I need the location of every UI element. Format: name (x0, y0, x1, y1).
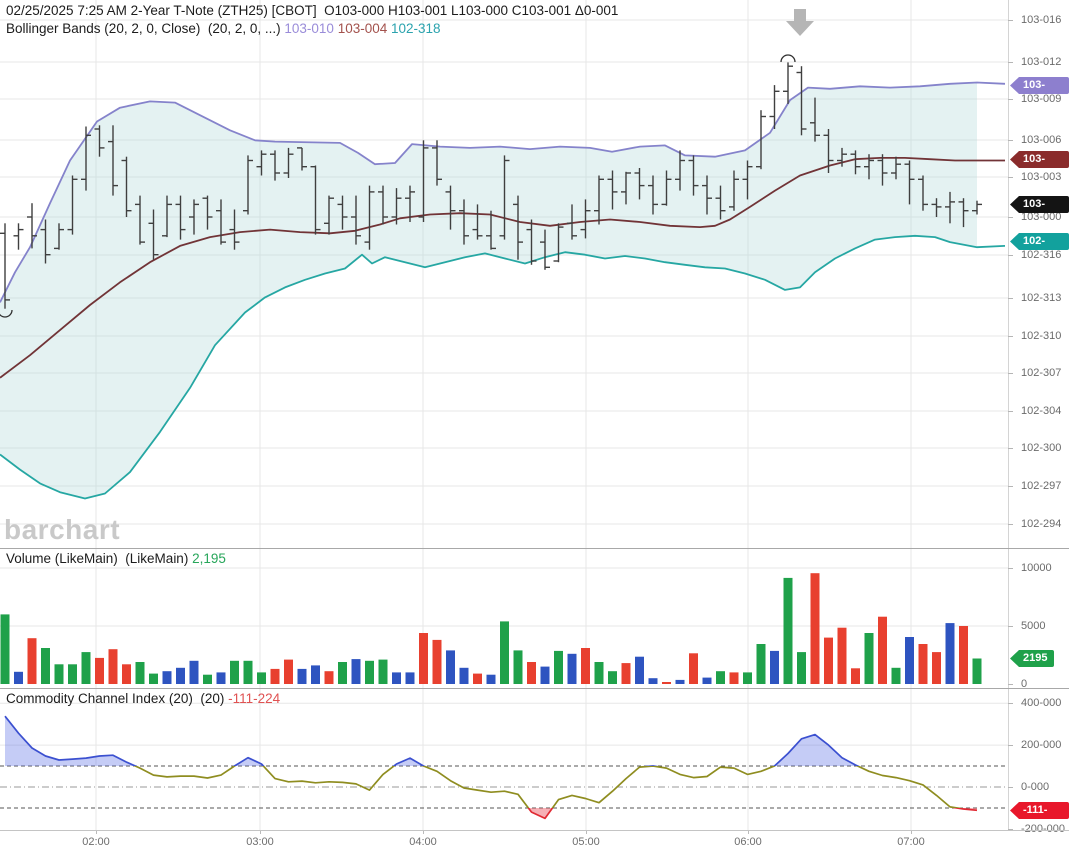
cci-oversold-fill (5, 807, 977, 819)
bollinger-lower-value: 102-318 (391, 21, 441, 36)
volume-value: 2,195 (192, 551, 226, 566)
volume-badge: 2195 (1010, 650, 1055, 667)
cci-label: Commodity Channel Index (20) (20) (6, 691, 229, 706)
bollinger-band-fill (0, 82, 977, 499)
volume-bars (0, 573, 982, 684)
main-price-panel[interactable] (0, 0, 1008, 549)
time-axis-label: 07:00 (897, 836, 925, 848)
volume-header: Volume (LikeMain) (LikeMain) 2,195 (6, 551, 226, 566)
chart-title-ohlc: 02/25/2025 7:25 AM 2-Year T-Note (ZTH25)… (6, 3, 619, 18)
time-axis-tick (423, 830, 424, 834)
axis-tick (1008, 411, 1013, 412)
time-axis-tick (96, 830, 97, 834)
time-axis-label: 03:00 (246, 836, 274, 848)
cci-overbought-fill (5, 716, 977, 767)
cci-axis-label: -200-000 (1021, 823, 1066, 835)
cci-axis-label: 0-000 (1021, 781, 1050, 793)
cci-axis-label: 400-000 (1021, 697, 1062, 709)
price-axis-label: 103-016 (1021, 14, 1062, 26)
bollinger-middle-line (0, 157, 1005, 379)
time-axis-tick (260, 830, 261, 834)
bollinger-lower-line (0, 234, 1006, 500)
axis-tick (1008, 787, 1013, 788)
volume-panel[interactable] (0, 549, 1008, 688)
time-axis-border (0, 830, 1069, 831)
axis-tick (1008, 217, 1013, 218)
price-axis-label: 102-297 (1021, 480, 1062, 492)
price-axis-label: 103-012 (1021, 56, 1062, 68)
panel-divider-volume (0, 548, 1069, 549)
axis-tick (1008, 829, 1013, 830)
bollinger-upper-value: 103-010 (284, 21, 334, 36)
price-axis-label: 102-300 (1021, 442, 1062, 454)
bollinger-middle-value: 103-004 (337, 21, 388, 36)
axis-tick (1008, 99, 1013, 100)
time-axis-tick (748, 830, 749, 834)
axis-tick (1008, 486, 1013, 487)
bollinger-upper-line (0, 81, 1006, 303)
price-axis-label: 103-009 (1021, 93, 1062, 105)
cci-gridlines (0, 688, 1008, 830)
cci-line (133, 766, 963, 808)
axis-tick (1008, 568, 1013, 569)
down-arrow-icon (786, 9, 814, 36)
price-axis-label: 102-294 (1021, 518, 1062, 530)
time-axis-label: 02:00 (82, 836, 110, 848)
volume-axis-label: 0 (1021, 678, 1028, 690)
price-badge: 103-001 (1010, 196, 1069, 213)
axis-tick (1008, 177, 1013, 178)
arc-bottom-marker (0, 309, 13, 318)
axis-tick (1008, 703, 1013, 704)
axis-tick (1008, 373, 1013, 374)
barchart-logo: barchart (4, 514, 121, 545)
axis-tick (1008, 62, 1013, 63)
bollinger-label: Bollinger Bands (20, 2, 0, Close) (20, 2… (6, 21, 285, 36)
axis-tick (1008, 745, 1013, 746)
axis-tick (1008, 140, 1013, 141)
axis-tick (1008, 626, 1013, 627)
bollinger-header: Bollinger Bands (20, 2, 0, Close) (20, 2… (6, 21, 441, 36)
axis-tick (1008, 255, 1013, 256)
price-axis-label: 103-006 (1021, 134, 1062, 146)
cci-header: Commodity Channel Index (20) (20) -111-2… (6, 691, 280, 706)
time-axis-tick (911, 830, 912, 834)
volume-axis-label: 5000 (1021, 620, 1046, 632)
price-axis-label: 102-316 (1021, 249, 1062, 261)
axis-tick (1008, 684, 1013, 685)
price-axis-label: 102-310 (1021, 330, 1062, 342)
price-axis-label: 102-313 (1021, 292, 1062, 304)
axis-tick (1008, 20, 1013, 21)
cci-value: -111-224 (228, 691, 281, 706)
axis-tick (1008, 336, 1013, 337)
time-axis-label: 05:00 (572, 836, 600, 848)
time-axis-label: 06:00 (734, 836, 762, 848)
axis-tick (1008, 298, 1013, 299)
axis-tick (1008, 448, 1013, 449)
price-axis-label: 103-000 (1021, 211, 1062, 223)
time-axis-label: 04:00 (409, 836, 437, 848)
price-axis-label: 103-003 (1021, 171, 1062, 183)
price-axis-label: 102-307 (1021, 367, 1062, 379)
volume-label: Volume (LikeMain) (LikeMain) (6, 551, 193, 566)
panel-divider-cci (0, 688, 1069, 689)
cci-axis-label: 200-000 (1021, 739, 1062, 751)
arc-top-marker (780, 54, 796, 63)
cci-line-oversold (527, 807, 978, 820)
price-axis-label: 102-304 (1021, 405, 1062, 417)
cci-panel[interactable] (0, 688, 1008, 830)
price-badge: 103-010 (1010, 77, 1069, 94)
time-axis-tick (586, 830, 587, 834)
right-axis-border (1008, 0, 1009, 830)
price-badge: 102-318 (1010, 233, 1069, 250)
volume-axis-label: 10000 (1021, 562, 1052, 574)
cci-line-overbought (4, 715, 860, 767)
axis-tick (1008, 524, 1013, 525)
price-badge: 103-004 (1010, 151, 1069, 168)
ohlc-bars (0, 62, 982, 309)
cci-badge: -111-224 (1010, 802, 1069, 819)
